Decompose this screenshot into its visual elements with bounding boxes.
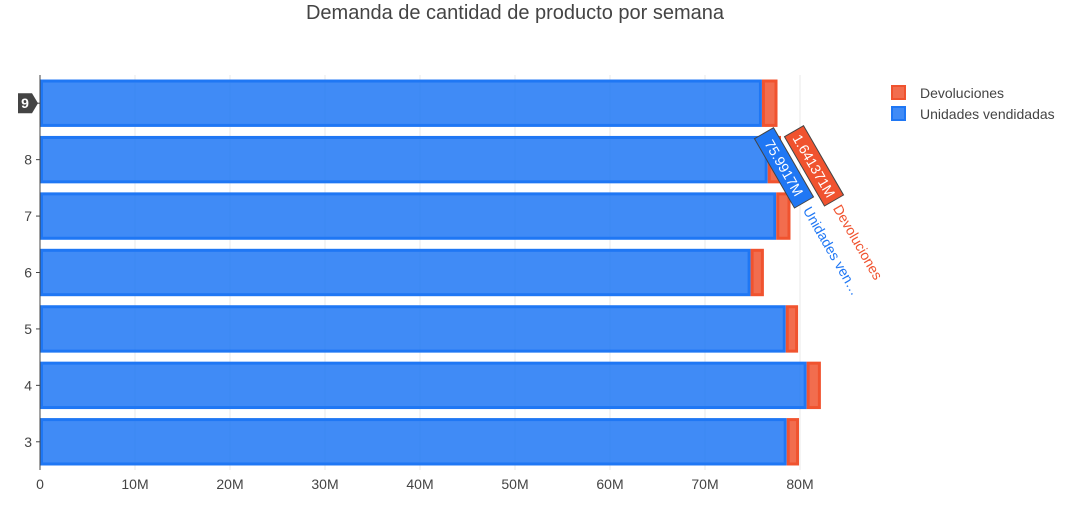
legend-label: Unidades vendidadas xyxy=(920,106,1055,122)
hover-box xyxy=(753,127,815,209)
x-tick-label: 50M xyxy=(501,476,528,492)
x-tick-label: 60M xyxy=(596,476,623,492)
hover-box xyxy=(783,125,845,207)
bar-devoluciones-5[interactable] xyxy=(785,305,799,353)
x-tick-label: 10M xyxy=(121,476,148,492)
y-tick-label: 5 xyxy=(24,321,32,337)
y-tick-label: 6 xyxy=(24,265,32,281)
bar-unidades-7[interactable] xyxy=(40,192,777,240)
y-tick-label: 9 xyxy=(21,95,29,111)
y-tick-label: 4 xyxy=(24,377,32,393)
legend-item[interactable]: Unidades vendidadas xyxy=(891,106,1055,122)
legend[interactable]: Devoluciones Unidades vendidadas xyxy=(891,85,1055,122)
bar-unidades-6[interactable] xyxy=(40,248,751,297)
x-tick-label: 0 xyxy=(36,476,44,492)
x-tick-label: 70M xyxy=(691,476,718,492)
legend-swatch xyxy=(891,85,906,100)
bar-unidades-8[interactable] xyxy=(40,135,768,184)
legend-swatch xyxy=(891,106,906,121)
bar-unidades-3[interactable] xyxy=(40,418,787,466)
y-spike-label: 9 xyxy=(18,93,38,114)
x-tick-label: 30M xyxy=(311,476,338,492)
y-tick-label: 8 xyxy=(24,152,32,168)
bar-devoluciones-6[interactable] xyxy=(750,248,764,297)
bar-devoluciones-3[interactable] xyxy=(786,418,800,466)
bar-devoluciones-4[interactable] xyxy=(806,361,821,410)
bar-unidades-4[interactable] xyxy=(40,361,807,410)
chart-title: Demanda de cantidad de producto por sema… xyxy=(305,2,725,24)
bar-devoluciones-9[interactable] xyxy=(761,79,778,127)
x-tick-label: 40M xyxy=(406,476,433,492)
legend-item[interactable]: Devoluciones xyxy=(891,85,1004,101)
bar-devoluciones-7[interactable] xyxy=(776,192,791,240)
x-tick-label: 80M xyxy=(786,476,813,492)
x-tick-label: 20M xyxy=(216,476,243,492)
y-tick-label: 3 xyxy=(24,434,32,450)
bar-unidades-9[interactable] xyxy=(40,79,762,127)
bar-unidades-5[interactable] xyxy=(40,305,786,353)
bars[interactable] xyxy=(40,79,821,466)
axes: 0 10M 20M 30M 40M 50M 60M 70M 80M 3 4 5 6 7 8 9 xyxy=(18,75,814,492)
legend-label: Devoluciones xyxy=(920,85,1004,101)
y-tick-label: 7 xyxy=(24,208,32,224)
